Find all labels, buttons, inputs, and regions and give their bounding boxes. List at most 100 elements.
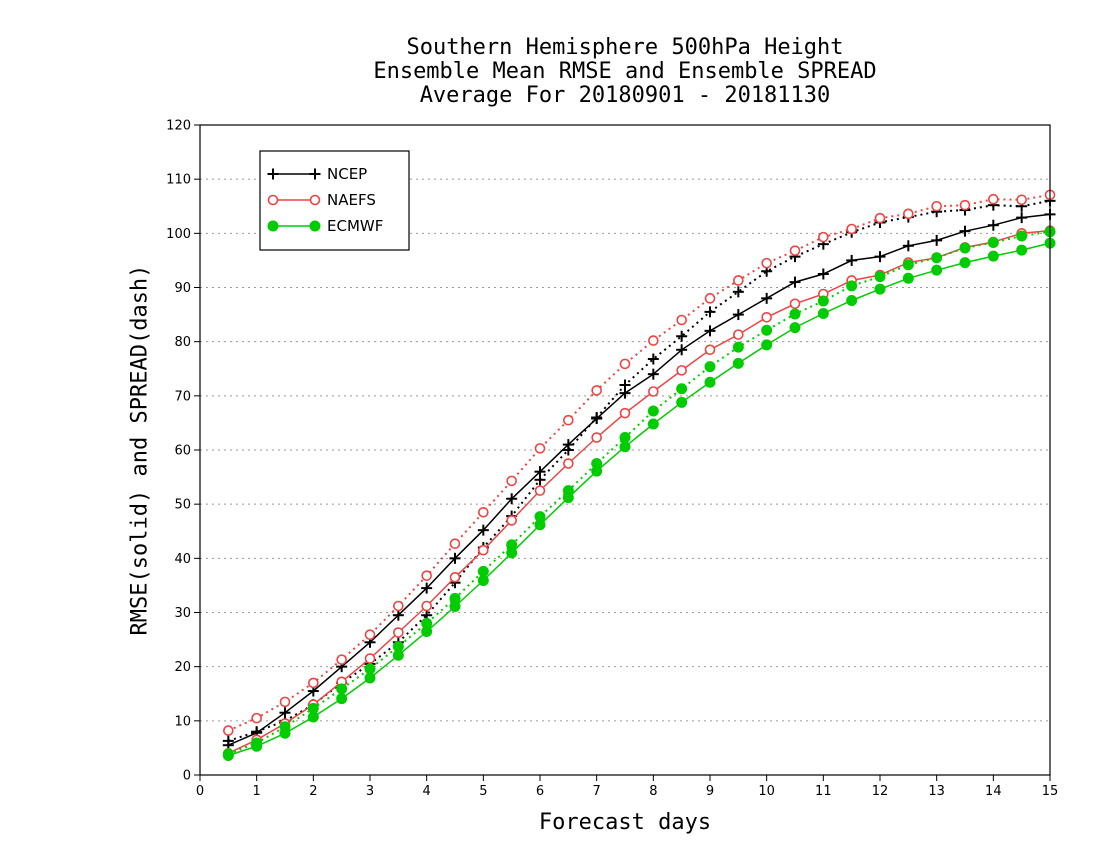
x-tick-label: 5 <box>479 784 487 799</box>
legend-marker <box>309 194 321 206</box>
series-naefs-rmse <box>223 225 1056 759</box>
data-point-naefs-spread <box>648 335 659 346</box>
data-point-ncep-rmse <box>704 325 716 337</box>
y-tick-label: 80 <box>174 335 191 350</box>
data-point-naefs-spread <box>506 475 517 487</box>
data-point-ecmwf-spread <box>222 748 234 760</box>
legend-label: ECMWF <box>327 217 383 235</box>
data-point-naefs-spread <box>534 443 546 454</box>
data-point-ncep-rmse <box>676 344 688 356</box>
legend-entry-ncep: NCEP <box>267 165 367 183</box>
legend-label: NCEP <box>327 165 367 183</box>
y-tick-label: 30 <box>174 606 191 621</box>
data-point-naefs-rmse <box>704 344 716 356</box>
data-point-ecmwf-rmse <box>336 693 348 705</box>
data-point-ncep-rmse <box>817 268 829 280</box>
data-point-naefs-rmse <box>393 627 404 638</box>
data-point-naefs-spread <box>676 314 687 326</box>
data-point-ecmwf-spread <box>477 565 489 577</box>
y-tick-label: 60 <box>174 444 191 459</box>
data-point-ecmwf-rmse <box>619 441 631 453</box>
x-tick-label: 4 <box>423 784 431 799</box>
legend-entry-naefs: NAEFS <box>267 191 376 209</box>
grid-lines <box>200 178 1050 722</box>
y-tick-label: 120 <box>166 119 191 134</box>
data-point-ecmwf-rmse <box>761 339 773 351</box>
data-point-ncep-rmse <box>506 493 518 505</box>
data-point-ncep-spread <box>676 330 688 342</box>
data-point-naefs-spread <box>478 506 489 518</box>
legend-label: NAEFS <box>327 191 376 209</box>
data-point-ecmwf-rmse <box>364 672 376 684</box>
data-point-naefs-rmse <box>449 571 461 583</box>
data-point-ncep-rmse <box>987 219 999 231</box>
y-tick-label: 70 <box>174 389 191 404</box>
legend-entry-ecmwf: ECMWF <box>267 217 383 235</box>
data-point-naefs-spread <box>959 199 971 211</box>
legend-marker <box>309 220 321 232</box>
data-point-ncep-spread <box>647 353 659 365</box>
y-tick-label: 110 <box>166 173 191 188</box>
data-point-ecmwf-spread <box>336 683 348 695</box>
data-point-ncep-rmse <box>421 582 433 594</box>
y-tick-label: 50 <box>174 498 191 513</box>
data-point-ecmwf-spread <box>392 641 404 653</box>
x-tick-label: 3 <box>366 784 374 799</box>
data-point-ecmwf-spread <box>817 295 829 307</box>
legend-marker <box>267 168 279 180</box>
data-point-naefs-spread <box>789 245 801 256</box>
legend-marker <box>309 168 321 180</box>
data-point-ncep-spread <box>704 306 716 318</box>
series-ncep-spread <box>222 195 1056 747</box>
data-point-ecmwf-spread <box>307 702 319 714</box>
data-point-ecmwf-rmse <box>902 272 914 284</box>
data-point-ncep-rmse <box>761 292 773 304</box>
data-point-ecmwf-spread <box>562 485 574 497</box>
y-tick-label: 90 <box>174 281 191 296</box>
data-point-ecmwf-spread <box>647 405 659 417</box>
x-tick-label: 8 <box>649 784 657 799</box>
data-point-naefs-spread <box>223 725 234 736</box>
data-point-naefs-spread <box>1016 194 1027 206</box>
data-point-naefs-spread <box>619 358 631 370</box>
chart-title: Southern Hemisphere 500hPa Height Ensemb… <box>200 36 1050 108</box>
data-point-ecmwf-spread <box>506 539 518 551</box>
y-tick-label: 100 <box>166 227 191 242</box>
data-point-naefs-spread <box>308 677 319 689</box>
series-line-ecmwf-rmse <box>228 242 1051 757</box>
series-naefs-spread <box>223 189 1056 736</box>
data-point-ncep-rmse <box>1016 212 1028 224</box>
data-point-naefs-spread <box>591 385 602 396</box>
data-point-naefs-rmse <box>534 485 546 496</box>
data-point-ncep-rmse <box>732 309 744 321</box>
data-point-ncep-spread <box>619 379 631 391</box>
data-point-ecmwf-spread <box>591 458 603 470</box>
series-ncep-rmse <box>222 208 1056 751</box>
data-point-naefs-rmse <box>648 386 659 397</box>
data-point-naefs-rmse <box>364 653 376 664</box>
series-ecmwf-spread <box>222 226 1056 760</box>
data-point-ecmwf-rmse <box>647 418 659 430</box>
data-point-ncep-spread <box>534 474 546 486</box>
y-tick-label: 0 <box>183 769 191 784</box>
data-point-naefs-rmse <box>761 311 772 323</box>
data-point-naefs-spread <box>393 600 404 612</box>
y-tick-label: 10 <box>174 714 191 729</box>
x-tick-label: 6 <box>536 784 544 799</box>
chart-title-line-3: Average For 20180901 - 20181130 <box>419 83 831 108</box>
series-group <box>222 189 1056 761</box>
legend-marker <box>267 194 279 206</box>
data-point-ecmwf-spread <box>987 237 999 249</box>
x-tick-label: 11 <box>815 784 832 799</box>
data-point-naefs-spread <box>251 712 262 724</box>
data-point-ecmwf-spread <box>619 432 631 444</box>
data-point-naefs-spread <box>364 629 376 641</box>
data-point-naefs-rmse <box>733 329 744 340</box>
x-tick-label: 12 <box>872 784 889 799</box>
data-point-ecmwf-spread <box>704 361 716 373</box>
data-point-ncep-spread <box>562 444 574 456</box>
data-point-ecmwf-rmse <box>846 295 858 306</box>
data-point-ecmwf-spread <box>676 383 688 395</box>
